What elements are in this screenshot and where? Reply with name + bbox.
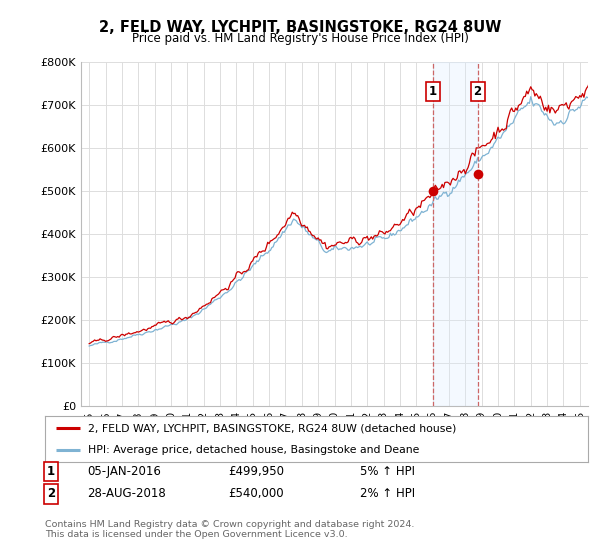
Text: 2: 2 [47, 487, 55, 501]
Text: 5% ↑ HPI: 5% ↑ HPI [360, 465, 415, 478]
Text: 2, FELD WAY, LYCHPIT, BASINGSTOKE, RG24 8UW (detached house): 2, FELD WAY, LYCHPIT, BASINGSTOKE, RG24 … [88, 423, 457, 433]
Text: HPI: Average price, detached house, Basingstoke and Deane: HPI: Average price, detached house, Basi… [88, 445, 420, 455]
Text: 1: 1 [429, 85, 437, 98]
Text: 2% ↑ HPI: 2% ↑ HPI [360, 487, 415, 501]
Bar [433, 62, 478, 406]
Text: 1: 1 [47, 465, 55, 478]
Text: £540,000: £540,000 [228, 487, 284, 501]
Text: £499,950: £499,950 [228, 465, 284, 478]
Text: 05-JAN-2016: 05-JAN-2016 [87, 465, 161, 478]
Text: 2: 2 [473, 85, 482, 98]
Text: 2, FELD WAY, LYCHPIT, BASINGSTOKE, RG24 8UW: 2, FELD WAY, LYCHPIT, BASINGSTOKE, RG24 … [99, 20, 501, 35]
Text: Price paid vs. HM Land Registry's House Price Index (HPI): Price paid vs. HM Land Registry's House … [131, 32, 469, 45]
Text: Contains HM Land Registry data © Crown copyright and database right 2024.
This d: Contains HM Land Registry data © Crown c… [45, 520, 415, 539]
Text: 28-AUG-2018: 28-AUG-2018 [87, 487, 166, 501]
